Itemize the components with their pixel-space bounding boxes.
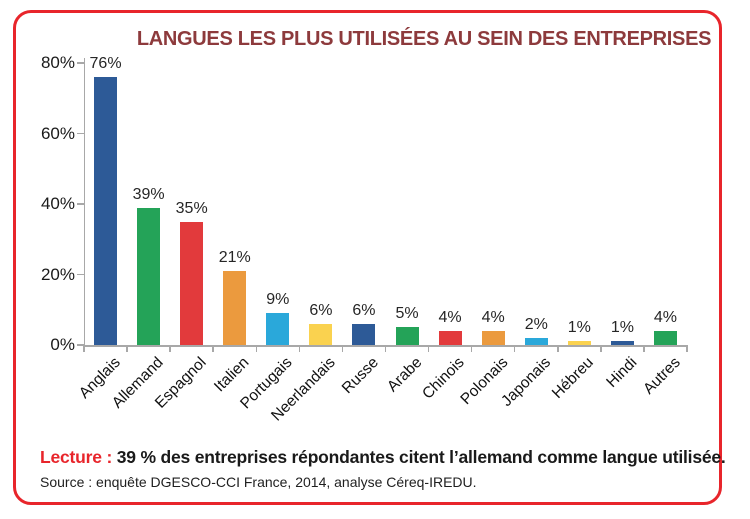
bar-value-label: 5% xyxy=(395,305,419,323)
x-tick-mark xyxy=(255,345,258,352)
bar xyxy=(438,330,462,345)
bar xyxy=(610,341,634,345)
bar-value-label: 4% xyxy=(481,308,505,326)
y-axis-tick-label: 80% xyxy=(40,53,75,72)
bar-value-label: 6% xyxy=(309,301,333,319)
bar-value-label: 1% xyxy=(610,319,634,337)
bar xyxy=(481,330,505,345)
frame-border xyxy=(13,10,722,505)
bar xyxy=(137,207,161,345)
bar-value-label: 6% xyxy=(352,301,376,319)
y-tick-mark xyxy=(77,132,84,135)
x-tick-mark xyxy=(557,345,559,352)
y-tick-mark xyxy=(77,62,84,64)
x-tick-mark xyxy=(513,345,516,352)
y-axis-tick-label: 60% xyxy=(40,123,75,143)
y-axis-tick-label: 40% xyxy=(40,194,75,213)
y-tick-mark xyxy=(77,273,84,276)
x-tick-mark xyxy=(298,345,301,352)
bar-value-label: 2% xyxy=(524,315,548,333)
y-tick-mark xyxy=(77,344,84,346)
x-tick-mark xyxy=(126,345,128,352)
bar xyxy=(653,330,677,345)
x-tick-mark xyxy=(341,345,344,352)
bar-value-label: 39% xyxy=(132,185,165,203)
bar-value-label: 4% xyxy=(438,308,462,326)
bar-value-label: 76% xyxy=(89,55,122,73)
bar-value-label: 1% xyxy=(567,319,591,337)
bar xyxy=(309,323,333,345)
x-tick-mark xyxy=(600,345,602,352)
bar xyxy=(94,77,118,345)
bar xyxy=(352,323,376,345)
lecture-line: Lecture : 39 % des entreprises répondant… xyxy=(40,447,726,468)
bar xyxy=(266,313,290,345)
x-tick-mark xyxy=(83,345,85,352)
y-axis-line xyxy=(83,58,85,345)
chart-title: LANGUES LES PLUS UTILISÉES AU SEIN DES E… xyxy=(136,28,712,50)
bar-value-label: 21% xyxy=(218,248,251,266)
bar xyxy=(524,337,548,345)
x-tick-mark xyxy=(643,345,645,352)
lecture-text: 39 % des entreprises répondantes citent … xyxy=(112,447,726,467)
bar-value-label: 4% xyxy=(653,308,678,326)
bar-value-label: 9% xyxy=(266,291,290,309)
bar xyxy=(223,270,247,345)
bar xyxy=(395,327,419,345)
bar-value-label: 35% xyxy=(175,199,208,217)
y-tick-mark xyxy=(77,203,84,205)
x-tick-mark xyxy=(470,345,473,352)
x-tick-mark xyxy=(212,345,214,352)
bar xyxy=(180,221,204,345)
lecture-label: Lecture : xyxy=(40,447,113,467)
bar xyxy=(567,341,591,345)
y-axis-tick-label: 20% xyxy=(40,264,75,284)
x-tick-mark xyxy=(384,345,387,352)
source-text: Source : enquête DGESCO-CCI France, 2014… xyxy=(40,474,477,490)
x-tick-mark xyxy=(169,345,171,352)
y-axis-tick-label: 0% xyxy=(50,335,75,354)
x-tick-mark xyxy=(686,345,688,352)
x-tick-mark xyxy=(427,345,430,352)
